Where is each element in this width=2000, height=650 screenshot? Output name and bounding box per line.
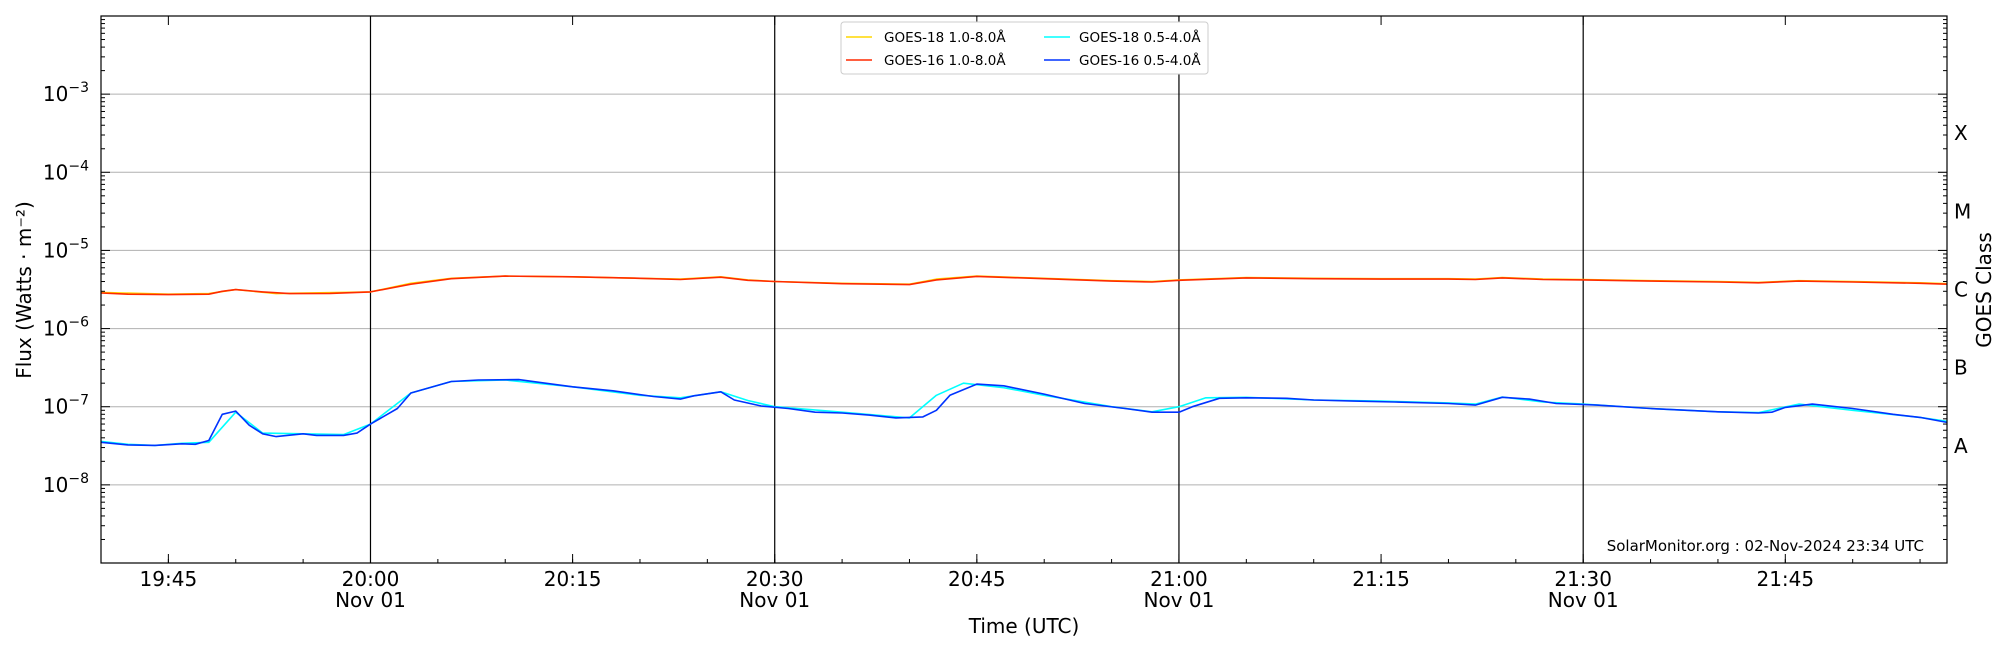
- x-tick-label: 21:00: [1150, 567, 1208, 591]
- y2-axis-title: GOES Class: [1972, 232, 1996, 348]
- y-tick-label: 10−4: [43, 158, 89, 184]
- x-tick-label: 21:15: [1352, 567, 1410, 591]
- legend-label-goes18-long: GOES-18 1.0-8.0Å: [884, 29, 1006, 46]
- legend-label-goes16-long: GOES-16 1.0-8.0Å: [884, 52, 1006, 69]
- y-tick-label: 10−8: [43, 471, 89, 497]
- goes-class-label: M: [1954, 199, 1971, 223]
- goes-class-label: X: [1954, 121, 1968, 145]
- x-tick-sublabel: Nov 01: [335, 588, 406, 612]
- legend-label-goes18-short: GOES-18 0.5-4.0Å: [1079, 29, 1201, 46]
- x-tick-sublabel: Nov 01: [1548, 588, 1619, 612]
- x-tick-label: 20:15: [544, 567, 602, 591]
- x-tick-label: 21:45: [1756, 567, 1814, 591]
- goes-class-label: B: [1954, 356, 1968, 380]
- x-tick-label: 20:45: [948, 567, 1006, 591]
- vertical-time-markers: [369, 16, 1584, 563]
- series-line-2: [100, 275, 1948, 296]
- x-tick-label: 21:30: [1554, 567, 1612, 591]
- x-tick-sublabel: Nov 01: [1144, 588, 1215, 612]
- grid-lines: [101, 93, 1947, 486]
- y-axis-title: Flux (Watts · m⁻²): [12, 201, 36, 379]
- data-series: [100, 275, 1948, 447]
- x-tick-sublabel: Nov 01: [739, 588, 810, 612]
- goes-class-label: A: [1954, 434, 1968, 458]
- legend-label-goes16-short: GOES-16 0.5-4.0Å: [1079, 52, 1201, 69]
- x-axis-title: Time (UTC): [968, 614, 1080, 638]
- credit-text: SolarMonitor.org : 02-Nov-2024 23:34 UTC: [1607, 537, 1924, 555]
- legend: GOES-18 1.0-8.0Å GOES-18 0.5-4.0Å GOES-1…: [840, 21, 1209, 75]
- x-tick-label: 20:00: [342, 567, 400, 591]
- series-line-3: [100, 378, 1948, 447]
- y-tick-label: 10−6: [43, 315, 89, 341]
- x-tick-label: 20:30: [746, 567, 804, 591]
- goes-class-label: C: [1954, 278, 1968, 302]
- plot-frame: [100, 15, 1948, 564]
- legend-box: [840, 21, 1209, 75]
- x-tick-label: 19:45: [140, 567, 198, 591]
